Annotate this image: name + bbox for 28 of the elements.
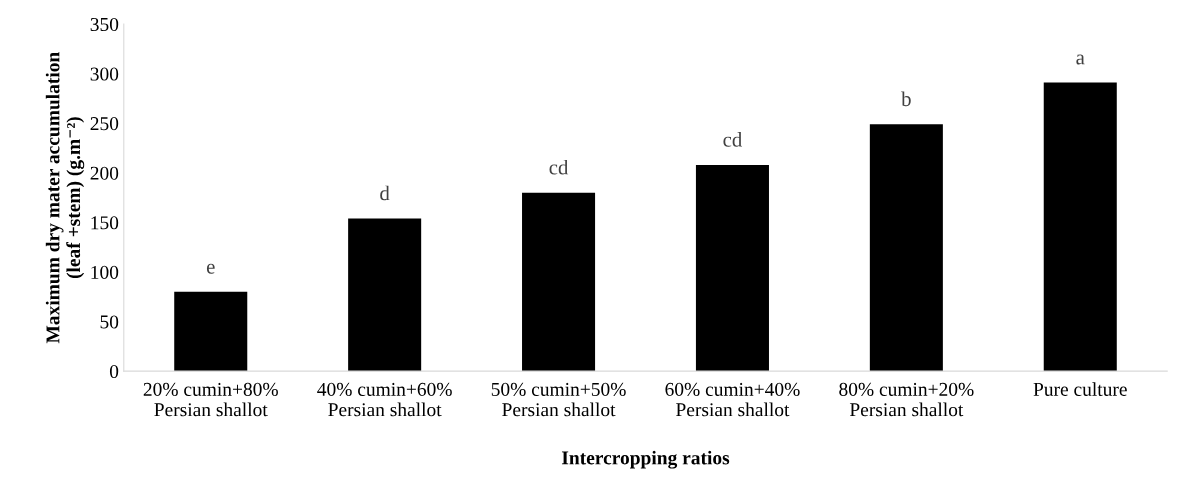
bar [174,291,248,372]
annotation: a [1076,54,1085,65]
y-tick-label: 300 [90,67,119,81]
x-tick-label: 80% cumin+20% Persian shallot [839,382,974,417]
annotation: d [380,185,390,201]
annotation: b [901,91,911,107]
x-tick-label: 40% cumin+60% Persian shallot [317,382,452,417]
y-tick-label: 0 [109,364,119,379]
annotation: cd [723,132,743,147]
y-axis-title: Maximum dry mater accumulation (leaf +stem) (g.m⁻²) [45,52,85,344]
bar [695,164,769,372]
bar [1043,82,1117,372]
x-tick-label: 20% cumin+80% Persian shallot [143,382,278,417]
y-tick-label: 150 [91,216,119,230]
annotation: e [206,263,215,274]
y-tick-label: 200 [90,166,119,180]
y-tick-label: 100 [91,265,119,279]
bar [348,218,422,372]
x-axis-title: Intercropping ratios [561,450,730,469]
bar [869,124,943,372]
x-tick-label: Pure culture [1033,382,1127,396]
annotation: cd [549,159,569,175]
bar [522,192,596,372]
y-tick-label: 250 [90,117,119,131]
y-tick-label: 350 [90,17,119,32]
x-tick-label: 60% cumin+40% Persian shallot [665,382,800,417]
x-tick-label: 50% cumin+50% Persian shallot [491,382,626,417]
y-tick-label: 50 [100,315,119,329]
